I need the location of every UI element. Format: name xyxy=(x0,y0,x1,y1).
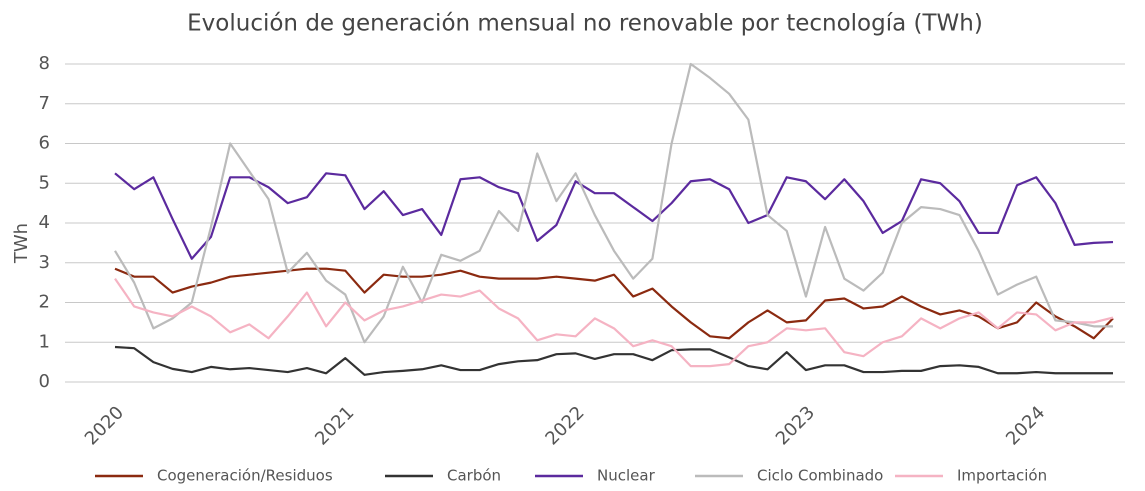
y-axis-label: TWh xyxy=(11,223,32,264)
legend-label: Ciclo Combinado xyxy=(757,467,883,485)
series-line xyxy=(114,62,1113,344)
x-tick-label: 2021 xyxy=(311,402,358,449)
series-line xyxy=(114,267,1114,340)
chart-title: Evolución de generación mensual no renov… xyxy=(187,11,983,37)
x-tick-label: 2022 xyxy=(541,402,588,449)
x-tick-label: 2020 xyxy=(81,402,128,449)
legend-label: Nuclear xyxy=(597,467,656,485)
legend-label: Cogeneración/Residuos xyxy=(157,467,333,485)
y-tick-label: 6 xyxy=(39,133,50,154)
y-tick-label: 2 xyxy=(39,292,50,313)
legend-label: Carbón xyxy=(447,467,501,485)
y-tick-label: 7 xyxy=(39,93,50,114)
y-tick-label: 5 xyxy=(39,172,50,193)
y-tick-label: 1 xyxy=(39,331,50,352)
y-tick-label: 3 xyxy=(39,252,50,273)
series-line xyxy=(114,345,1113,376)
series-line xyxy=(114,172,1114,260)
series-line xyxy=(114,278,1114,368)
y-tick-label: 4 xyxy=(39,212,50,233)
x-tick-label: 2024 xyxy=(1002,402,1049,449)
x-tick-label: 2023 xyxy=(772,402,819,449)
legend-label: Importación xyxy=(957,467,1047,485)
y-tick-label: 0 xyxy=(39,371,50,392)
y-tick-label: 8 xyxy=(39,53,50,74)
